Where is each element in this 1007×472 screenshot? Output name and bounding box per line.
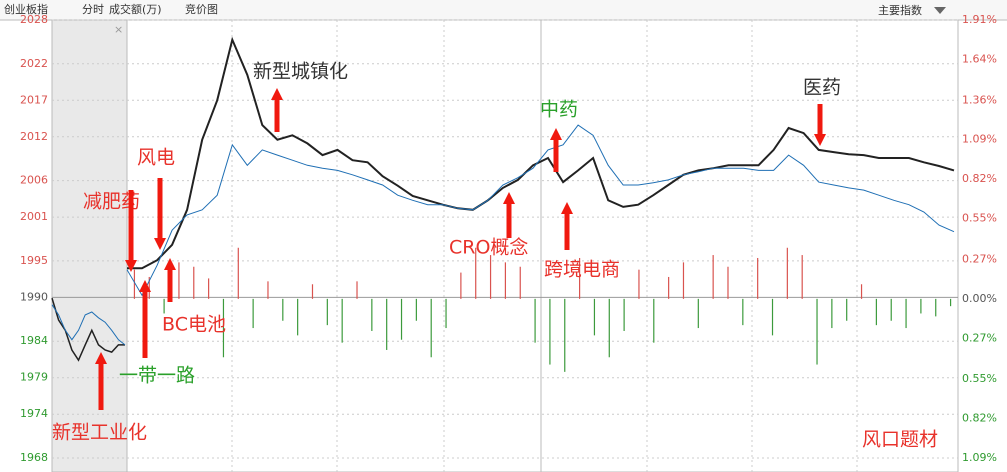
arrow — [164, 258, 176, 302]
annotation: 风电 — [137, 147, 175, 169]
annotation: 新型工业化 — [52, 422, 147, 444]
y2-tick-label: 1.09% — [962, 451, 997, 464]
annotation: 减肥药 — [83, 191, 140, 213]
header-tab[interactable]: 竞价图 — [185, 2, 218, 16]
arrow — [154, 178, 166, 250]
chart-title: 创业板指 — [4, 2, 48, 16]
arrow — [814, 104, 826, 146]
price-line — [127, 36, 955, 270]
y2-tick-label: 0.00% — [962, 292, 997, 305]
menu-arrow[interactable] — [934, 7, 946, 14]
annotation: CRO概念 — [449, 236, 528, 259]
auction-area — [52, 20, 127, 472]
y2-tick-label: 1.09% — [962, 133, 997, 146]
y2-tick-label: 0.27% — [962, 331, 997, 344]
plot-border — [51, 19, 959, 472]
annotation: 中药 — [540, 99, 578, 121]
annotation: BC电池 — [162, 314, 226, 336]
header-tab[interactable]: 成交额(万) — [109, 2, 162, 16]
header-bar — [0, 0, 1007, 20]
y-tick-label: 1979 — [20, 371, 48, 384]
y-tick-label: 1995 — [20, 254, 48, 267]
annotation: 跨境电商 — [544, 259, 620, 281]
y-tick-label: 2028 — [20, 13, 48, 26]
arrow — [550, 128, 562, 172]
y-tick-label: 2012 — [20, 130, 48, 143]
annotation: 风口题材 — [862, 429, 938, 451]
price-line — [51, 304, 126, 346]
annotation: 新型城镇化 — [253, 61, 348, 83]
y-tick-label: 1990 — [20, 290, 48, 303]
price-line — [126, 124, 955, 297]
annotation: 医药 — [803, 77, 841, 99]
arrow — [271, 88, 283, 132]
arrow — [503, 192, 515, 238]
y-tick-label: 1974 — [20, 407, 48, 420]
y-tick-label: 1984 — [20, 334, 48, 347]
annotation: 一带一路 — [119, 365, 195, 387]
y-tick-label: 2017 — [20, 93, 48, 106]
arrow — [561, 202, 573, 250]
arrow — [139, 280, 151, 358]
arrow — [125, 190, 137, 272]
menu-button[interactable]: 主要指数 — [878, 3, 922, 17]
y2-tick-label: 1.91% — [962, 13, 997, 26]
close-icon[interactable]: × — [114, 23, 123, 36]
y2-tick-label: 0.55% — [962, 372, 997, 385]
y2-tick-label: 0.82% — [962, 412, 997, 425]
y2-tick-label: 0.82% — [962, 172, 997, 185]
y-tick-label: 2001 — [20, 210, 48, 223]
y-tick-label: 2022 — [20, 57, 48, 70]
y-tick-label: 2006 — [20, 174, 48, 187]
y2-tick-label: 0.55% — [962, 212, 997, 225]
y-tick-label: 1968 — [20, 451, 48, 464]
y2-tick-label: 1.36% — [962, 93, 997, 106]
y2-tick-label: 1.64% — [962, 52, 997, 65]
y2-tick-label: 0.27% — [962, 252, 997, 265]
header-tab[interactable]: 分时 — [82, 3, 104, 16]
arrow — [95, 352, 107, 410]
